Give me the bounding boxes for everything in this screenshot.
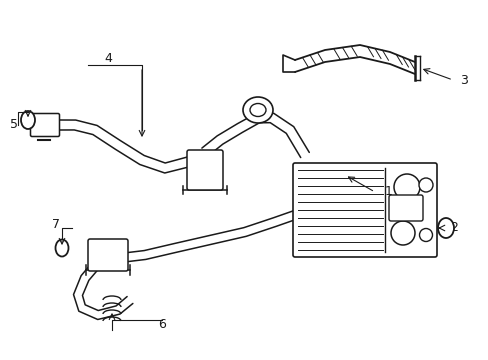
Ellipse shape <box>243 97 272 123</box>
Ellipse shape <box>390 221 414 245</box>
Ellipse shape <box>393 174 419 200</box>
FancyBboxPatch shape <box>388 195 422 221</box>
FancyBboxPatch shape <box>292 163 436 257</box>
Ellipse shape <box>55 239 68 256</box>
Text: 6: 6 <box>158 319 165 332</box>
FancyBboxPatch shape <box>186 150 223 190</box>
Text: 2: 2 <box>449 221 457 234</box>
FancyBboxPatch shape <box>30 113 60 136</box>
Text: 4: 4 <box>104 51 112 64</box>
Ellipse shape <box>249 104 265 117</box>
Text: 7: 7 <box>52 219 60 231</box>
FancyBboxPatch shape <box>88 239 128 271</box>
Text: 3: 3 <box>459 73 467 86</box>
Ellipse shape <box>437 218 453 238</box>
Text: 5: 5 <box>10 118 18 131</box>
Text: 1: 1 <box>384 185 392 198</box>
Ellipse shape <box>419 229 431 242</box>
Ellipse shape <box>21 111 35 129</box>
Ellipse shape <box>418 178 432 192</box>
